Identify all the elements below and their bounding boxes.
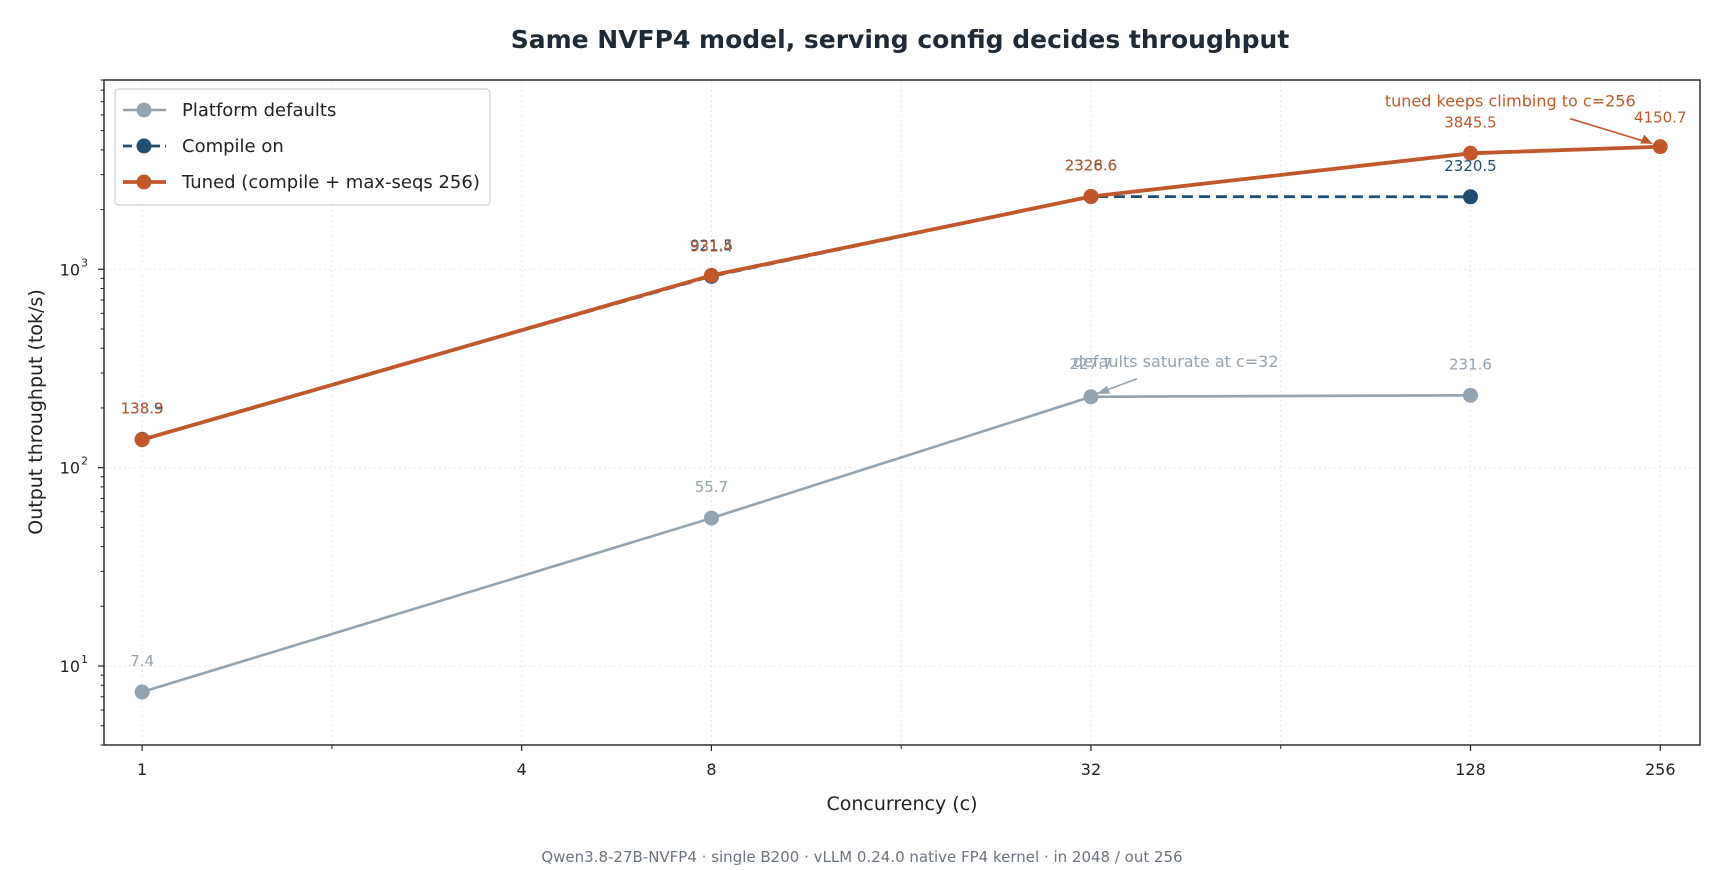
series-point-0 [703,510,719,526]
annotation-defaults: defaults saturate at c=32 [1073,352,1279,371]
legend-box [114,88,491,206]
data-label-0: 55.7 [695,478,728,496]
series-line-1 [141,195,1471,441]
series-point-2 [134,432,150,448]
series-point-2 [1462,145,1478,161]
data-label-1: 2320.5 [1444,157,1497,175]
annotation-tuned: tuned keeps climbing to c=256 [1385,92,1636,111]
plot-area-frame [103,79,1701,746]
y-tick-exponent: 2 [81,455,88,468]
y-tick-label: 10 [60,260,80,279]
annotation-arrowhead-tuned [1640,134,1653,144]
series-point-2 [1083,188,1099,204]
annotation-arrow-tuned [1570,117,1653,145]
legend: Platform defaults Compile on Tuned (compil… [114,88,491,206]
data-label-2: 931.4 [690,237,733,255]
series-point-2 [703,267,719,283]
data-label-0: 227.7 [1069,355,1112,373]
x-tick-label: 4 [517,760,527,779]
annotations: defaults saturate at c=32 tuned keeps cli… [1073,92,1653,395]
data-label-0: 231.6 [1449,355,1492,373]
series-point-0 [1083,389,1099,405]
y-tick-label: 10 [60,657,80,676]
data-label-0: 7.4 [130,652,154,670]
y-axis-label: Output throughput (tok/s) [25,289,47,535]
series-point-0 [134,684,150,700]
annotation-arrowhead-defaults [1096,385,1110,394]
x-tick-label: 128 [1455,760,1486,779]
data-label-1: 2326.6 [1065,157,1118,175]
data-label-2: 2328.6 [1065,156,1118,174]
series [134,139,1668,700]
series-point-0 [1462,387,1478,403]
y-tick-label: 10 [60,459,80,478]
x-tick-label: 1 [137,760,147,779]
legend-swatch-marker-0 [136,102,152,118]
footnote: Qwen3.8-27B-NVFP4 · single B200 · vLLM 0… [541,848,1182,866]
x-tick-label: 256 [1645,760,1676,779]
x-tick-label: 32 [1081,760,1101,779]
x-tick-label: 8 [706,760,716,779]
series-point-2 [1652,139,1668,155]
data-label-2: 3845.5 [1444,113,1497,131]
data-label-1: 138.9 [121,399,164,417]
legend-swatch-marker-1 [136,138,152,154]
series-line-0 [141,393,1471,694]
y-tick-exponent: 3 [81,256,88,269]
legend-label-0: Platform defaults [182,100,336,121]
chart-title: Same NVFP4 model, serving config decides… [511,25,1290,54]
data-labels: 7.4 55.7 227.7 231.6 138.9 921.5 2326.6 2320.5 1… [121,109,1687,670]
legend-label-2: Tuned (compile + max-seqs 256) [181,172,480,193]
series-point-1 [1462,189,1478,205]
y-tick-exponent: 1 [81,653,88,666]
data-label-1: 921.5 [690,236,733,254]
legend-swatch-marker-2 [136,174,152,190]
data-label-2: 138.3 [121,400,164,418]
legend-label-1: Compile on [182,136,284,157]
data-label-2: 4150.7 [1634,109,1687,127]
x-axis-label: Concurrency (c) [826,793,977,815]
